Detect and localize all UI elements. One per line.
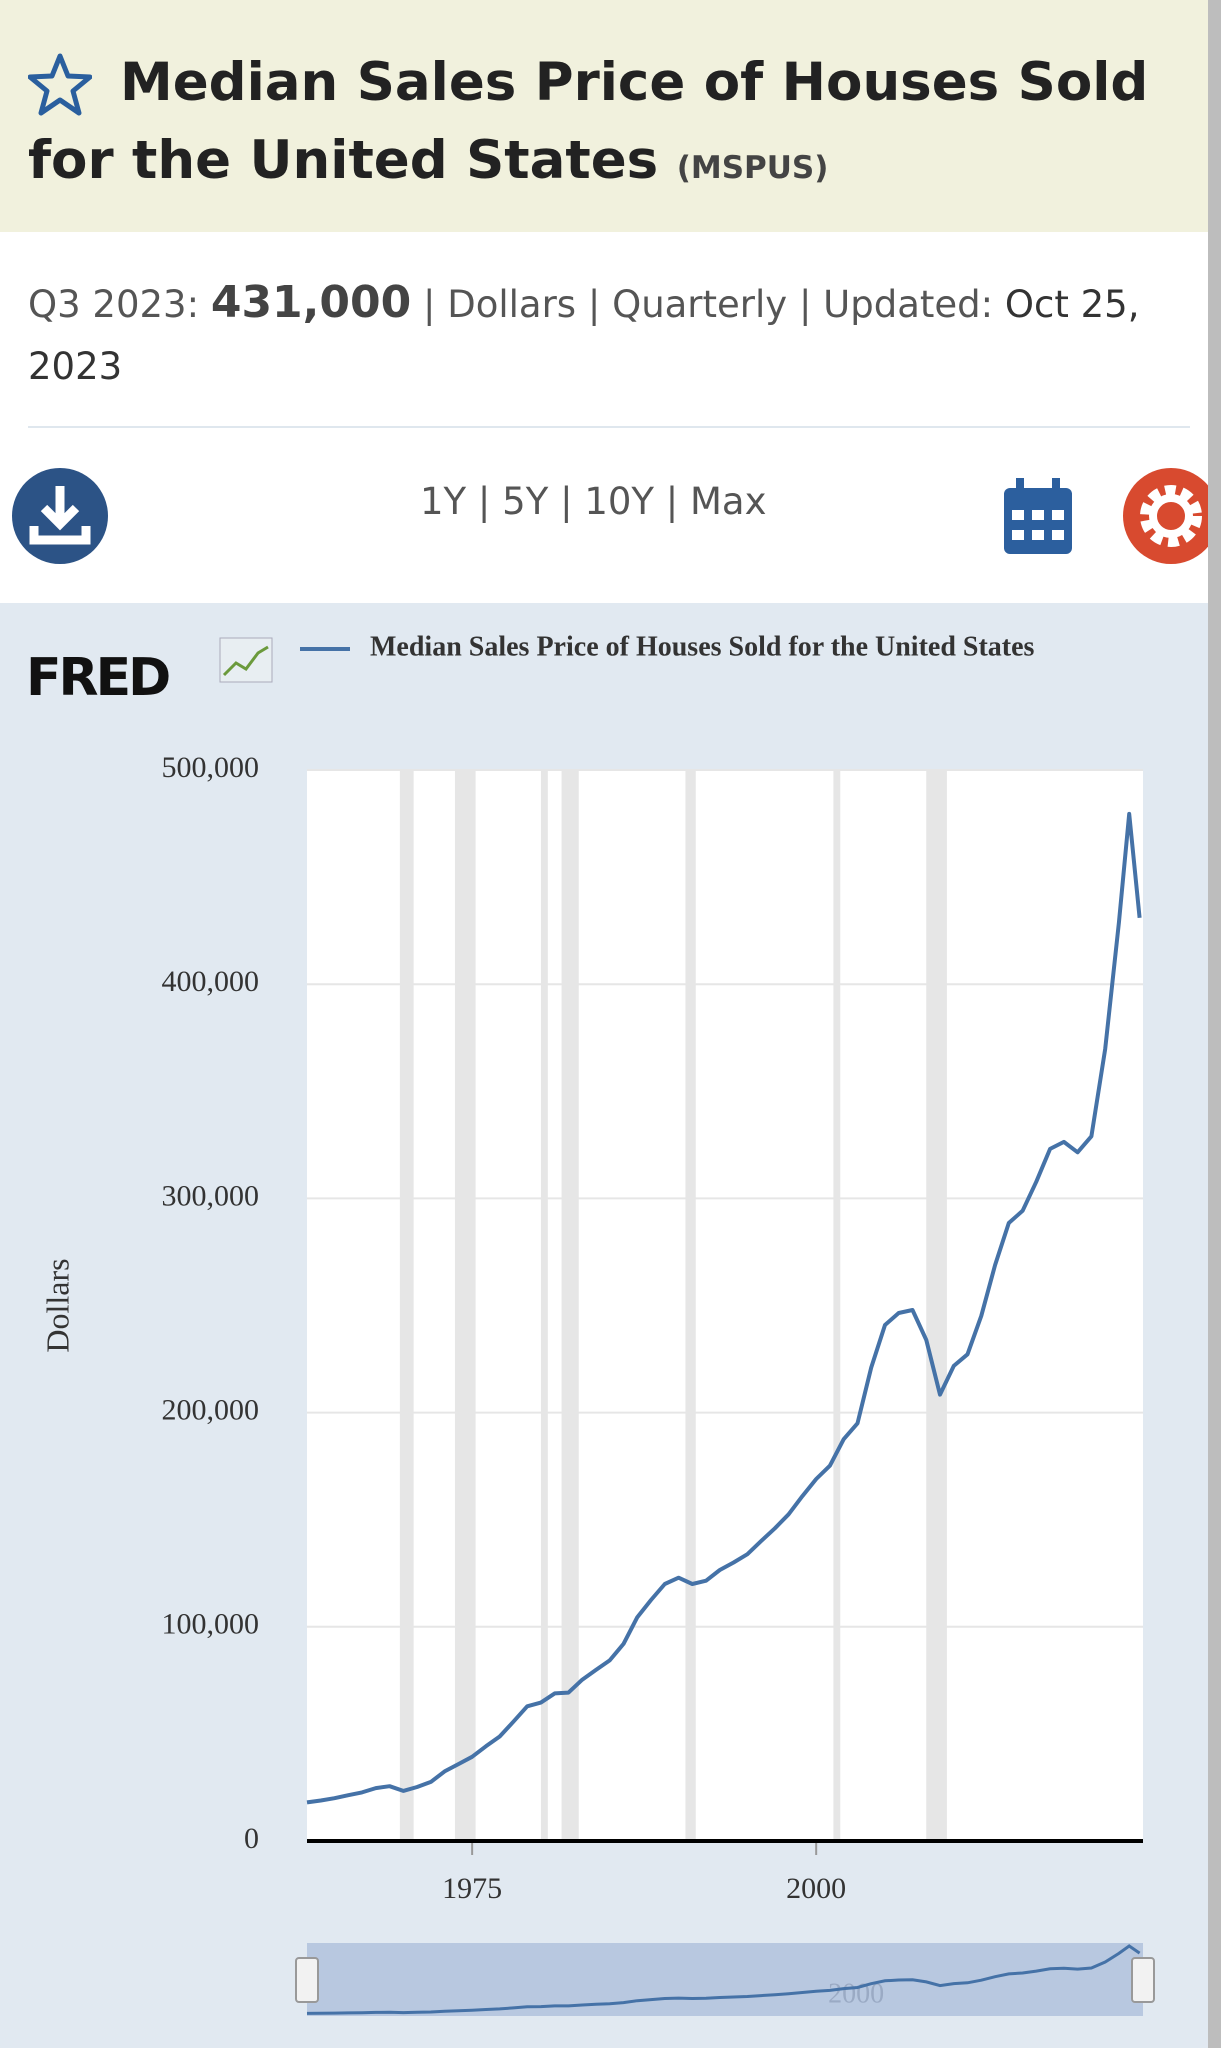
scrollbar <box>1208 0 1221 2048</box>
y-tick-label: 300,000 <box>162 1179 260 1212</box>
y-axis-label: Dollars <box>39 1258 75 1352</box>
divider <box>28 426 1190 428</box>
recession-band <box>454 770 476 1841</box>
y-tick-label: 100,000 <box>162 1608 260 1641</box>
updated: Oct 25, 2023 <box>28 283 1140 388</box>
logo-icon <box>219 637 273 683</box>
recession-band <box>561 770 579 1841</box>
chart-panel: FRED Median Sales Price of Houses Sold f… <box>0 603 1208 2048</box>
separator: | <box>477 480 491 523</box>
recession-band <box>399 770 414 1841</box>
latest-value: 431,000 <box>210 277 412 328</box>
separator: | <box>560 480 573 523</box>
legend-label: Median Sales Price of Houses Sold for th… <box>370 631 1035 662</box>
x-tick-label: 1975 <box>442 1872 502 1905</box>
y-tick-label: 500,000 <box>162 751 260 784</box>
recession-band <box>926 770 947 1841</box>
y-tick-label: 400,000 <box>162 965 260 998</box>
chart: FRED Median Sales Price of Houses Sold f… <box>26 631 1155 2016</box>
navigator-handle[interactable] <box>1131 1957 1155 2003</box>
period: Q3 2023: <box>28 283 200 326</box>
x-tick-label: 2000 <box>786 1872 846 1905</box>
calendar-button[interactable] <box>1000 476 1076 558</box>
recession-band <box>540 770 548 1841</box>
navigator-background <box>307 1943 1143 2016</box>
plot-background <box>307 770 1143 1841</box>
logo: FRED <box>26 648 169 708</box>
download-button[interactable] <box>10 466 110 566</box>
range-buttons: 1Y | 5Y | 10Y | Max <box>420 480 767 523</box>
range-max[interactable]: Max <box>690 480 767 523</box>
header: Median Sales Price of Houses Sold for th… <box>0 0 1208 232</box>
navigator-handle[interactable] <box>295 1957 319 2003</box>
range-1y[interactable]: 1Y <box>420 480 467 523</box>
range-5y[interactable]: 5Y <box>502 480 549 523</box>
y-tick-label: 0 <box>244 1822 259 1855</box>
recession-band <box>833 770 841 1841</box>
details: | Dollars | Quarterly | Updated: <box>423 283 994 326</box>
series-line <box>306 811 1142 1805</box>
title: Median Sales Price of Houses Sold for th… <box>28 44 1198 207</box>
series-id: (MSPUS) <box>676 150 829 186</box>
summary: Q3 2023: 431,000 | Dollars | Quarterly |… <box>28 272 1188 398</box>
y-tick-label: 200,000 <box>162 1393 260 1426</box>
title-text: Median Sales Price of Houses Sold for th… <box>28 52 1149 191</box>
navigator-line <box>306 1944 1141 2015</box>
settings-button[interactable] <box>1121 466 1208 566</box>
favorite-star[interactable] <box>28 52 92 116</box>
range-10y[interactable]: 10Y <box>584 480 654 523</box>
separator: | <box>665 480 679 523</box>
recession-band <box>685 770 696 1841</box>
